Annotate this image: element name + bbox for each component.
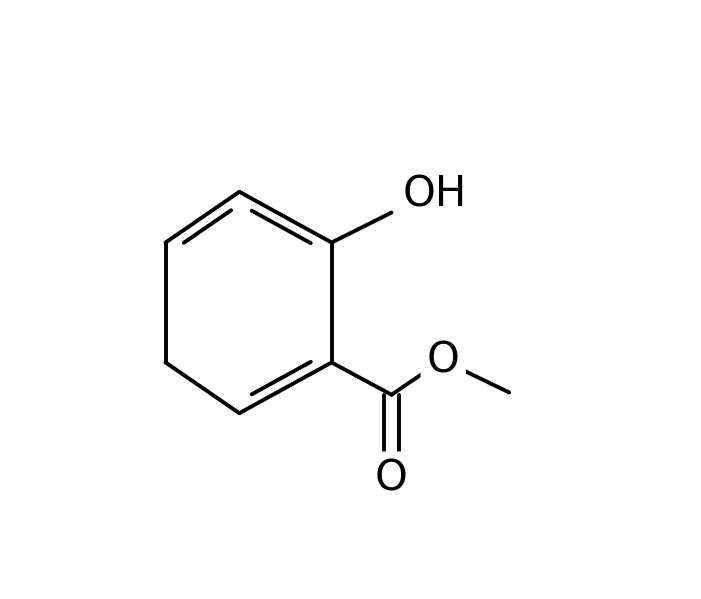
Text: OH: OH: [403, 173, 468, 215]
Text: O: O: [375, 458, 408, 500]
Text: O: O: [427, 339, 460, 381]
